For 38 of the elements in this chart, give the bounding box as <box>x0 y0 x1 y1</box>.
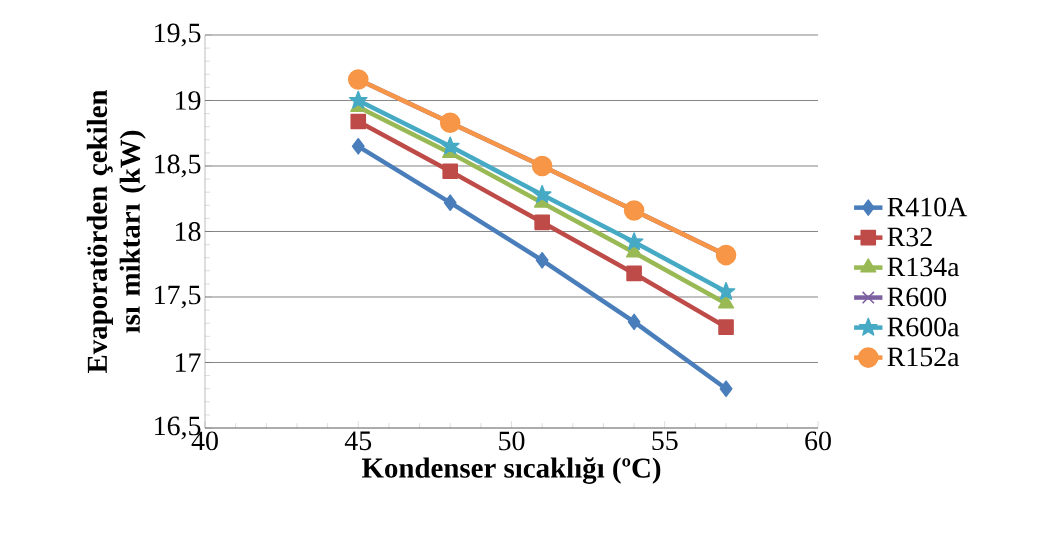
x-axis-title: Kondenser sıcaklığı (ºC) <box>361 457 661 484</box>
point <box>531 155 553 177</box>
y-tick-label: 19 <box>176 91 201 110</box>
point <box>719 380 733 397</box>
legend-label: R152a <box>887 347 960 367</box>
point <box>350 113 367 130</box>
legend-label: R134a <box>887 257 960 277</box>
legend-label: R600a <box>887 317 960 337</box>
y-tick-label: 18 <box>176 222 201 241</box>
point <box>439 112 461 134</box>
legend-label: R600 <box>887 287 947 307</box>
y-tick-label: 17,5 <box>155 285 201 309</box>
legend-label: R32 <box>887 227 932 247</box>
point <box>348 90 368 109</box>
x-tick-label: 50 <box>499 431 525 451</box>
point <box>716 281 736 300</box>
point <box>626 265 642 282</box>
point <box>715 244 737 266</box>
y-tick-label: 19,5 <box>155 23 201 47</box>
y-tick-label: 17 <box>176 353 201 372</box>
point <box>532 185 552 203</box>
point <box>347 69 369 90</box>
point <box>440 136 460 155</box>
point <box>443 194 457 211</box>
legend-label: R410A <box>887 197 968 217</box>
y-tick-label: 18,5 <box>155 154 201 178</box>
point <box>624 232 644 251</box>
x-tick-label: 45 <box>344 431 372 451</box>
point <box>442 163 458 180</box>
point <box>718 319 734 335</box>
x-tick-label: 55 <box>652 431 678 451</box>
point <box>623 200 645 221</box>
y-axis-title: Evaporatörden çekilen ısı miktarı (kW) <box>86 89 146 374</box>
x-tick-label: 60 <box>805 431 831 451</box>
point <box>534 214 550 231</box>
point <box>351 138 365 155</box>
point <box>627 313 641 331</box>
point <box>535 252 549 269</box>
